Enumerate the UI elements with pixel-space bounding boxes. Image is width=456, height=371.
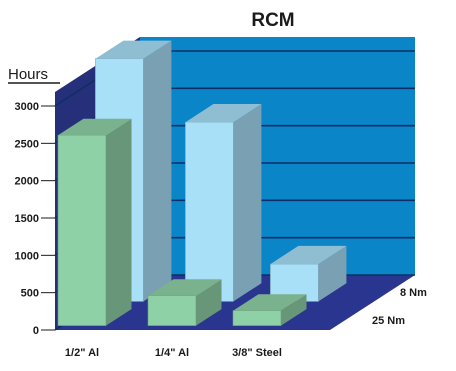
series-depth-labels: 25 Nm 8 Nm [372, 287, 427, 327]
bar-top [185, 104, 262, 123]
y-tick-label: 2500 [15, 138, 39, 150]
x-axis-labels: 1/2" Al 1/4" Al 3/8" Steel [65, 347, 282, 359]
bar-top [58, 118, 132, 136]
chart-bars [57, 40, 347, 326]
x-tick-label: 1/4" Al [155, 347, 189, 359]
y-tick-label: 1000 [15, 250, 39, 262]
bar-front [232, 310, 282, 326]
x-tick-label: 3/8" Steel [232, 347, 282, 359]
y-tick-label: 500 [21, 288, 39, 300]
bar-side [233, 104, 262, 302]
bar-side [106, 118, 132, 326]
y-axis-label: Hours [8, 66, 48, 83]
bar-side [281, 294, 307, 326]
bar-top [270, 245, 347, 265]
bar-front [57, 134, 107, 326]
bar-side [196, 279, 222, 326]
y-tick-label: 0 [33, 325, 39, 337]
bar-top [148, 279, 222, 296]
y-axis-ticks: 0 500 1000 1500 2000 2500 3000 [15, 101, 55, 337]
bar-top [95, 40, 172, 59]
back-wall [140, 37, 415, 275]
series-label: 8 Nm [400, 287, 427, 299]
bar-top [233, 294, 307, 311]
chart-title: RCM [251, 10, 294, 31]
bar-side [318, 245, 347, 302]
bar-side [143, 40, 172, 302]
bar-front [185, 121, 234, 302]
y-tick-label: 3000 [15, 101, 39, 113]
bar-front [147, 295, 197, 326]
y-tick-label: 2000 [15, 176, 39, 188]
x-tick-label: 1/2" Al [65, 347, 99, 359]
series-label: 25 Nm [372, 315, 405, 327]
y-tick-label: 1500 [15, 213, 39, 225]
